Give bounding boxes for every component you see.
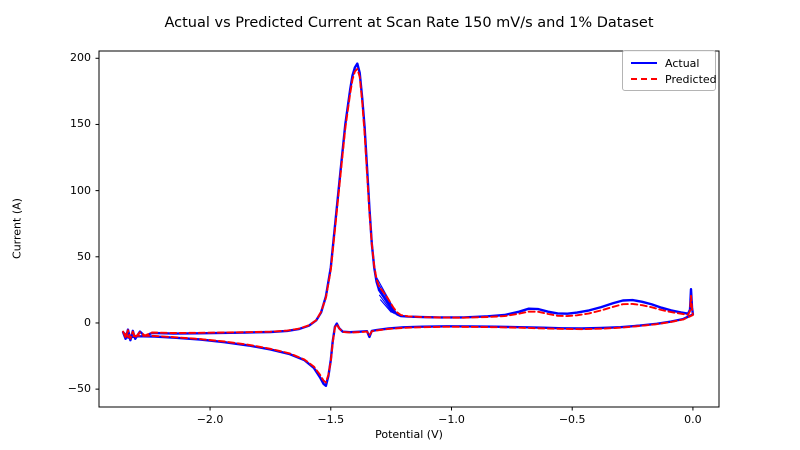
x-tick-label: −1.0 bbox=[438, 413, 465, 426]
axes-frame bbox=[98, 50, 720, 408]
y-tick-label: 200 bbox=[70, 51, 91, 65]
legend: Actual Predicted bbox=[622, 50, 717, 91]
y-tick-label: 0 bbox=[84, 315, 91, 329]
y-tick-label: 150 bbox=[70, 117, 91, 131]
legend-item-predicted: Predicted bbox=[631, 71, 717, 87]
x-tick-label: −2.0 bbox=[196, 413, 224, 426]
y-tick-label: −50 bbox=[67, 382, 91, 396]
actual-line-sample-icon bbox=[631, 62, 657, 64]
x-tick-label: 0.0 bbox=[684, 413, 702, 426]
legend-item-actual: Actual bbox=[631, 55, 709, 71]
x-tick-label: −0.5 bbox=[558, 413, 586, 426]
x-axis-label: Potential (V) bbox=[375, 428, 443, 441]
legend-label-actual: Actual bbox=[665, 56, 700, 70]
actual-cycle-fan-6-line bbox=[379, 299, 392, 313]
y-tick-label: 50 bbox=[77, 249, 91, 263]
x-tick-label: −1.5 bbox=[317, 413, 345, 426]
actual-cycle-fan-5-line bbox=[378, 294, 393, 314]
y-axis-label: Current (A) bbox=[10, 198, 24, 259]
actual-series-line bbox=[121, 62, 695, 387]
predicted-series-line bbox=[122, 67, 694, 384]
y-tick-label: 100 bbox=[70, 183, 91, 197]
predicted-line-sample-icon bbox=[631, 78, 657, 80]
chart-title: Actual vs Predicted Current at Scan Rate… bbox=[164, 15, 654, 31]
legend-label-predicted: Predicted bbox=[665, 72, 717, 86]
